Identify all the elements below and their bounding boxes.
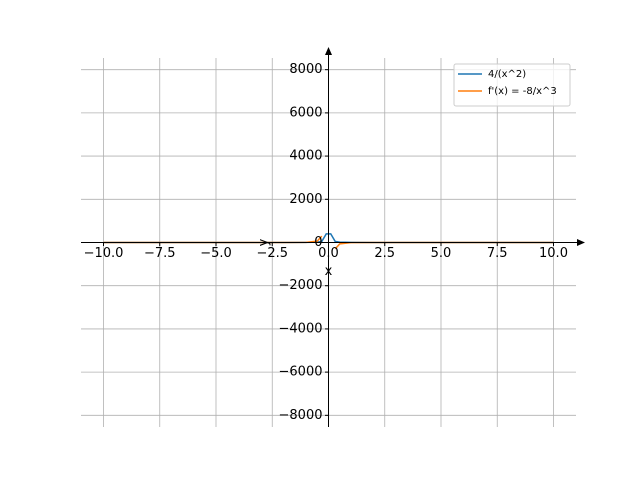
x-arrow [577,239,585,246]
y-tick-label: −2000 [279,278,323,293]
y-tick-label: −4000 [279,321,323,336]
y-tick-label: 0 [314,235,322,250]
x-tick-label: 5.0 [431,246,452,261]
legend-label: f'(x) = -8/x^3 [488,86,557,97]
x-tick-label: 10.0 [539,246,568,261]
x-tick-label: 2.5 [374,246,395,261]
y-tick-label: 6000 [289,105,322,120]
y-axis-label: y [257,238,272,246]
y-tick-label: −6000 [279,365,323,380]
legend-label: 4/(x^2) [488,69,526,80]
x-tick-label: −5.0 [200,246,232,261]
y-tick-label: 4000 [289,149,322,164]
legend: 4/(x^2) f'(x) = -8/x^3 [453,63,571,107]
x-tick-label: 0.0 [318,246,339,261]
x-tick-label: 7.5 [487,246,508,261]
x-tick-label: −7.5 [144,246,176,261]
y-tick-label: 2000 [289,192,322,207]
x-axis-label: x [325,264,333,279]
legend-box [453,63,571,107]
x-tick-label: −10.0 [84,246,124,261]
y-tick-label: 8000 [289,62,322,77]
y-tick-label: −8000 [279,408,323,423]
y-arrow [325,47,332,55]
x-tick-label: −2.5 [256,246,288,261]
